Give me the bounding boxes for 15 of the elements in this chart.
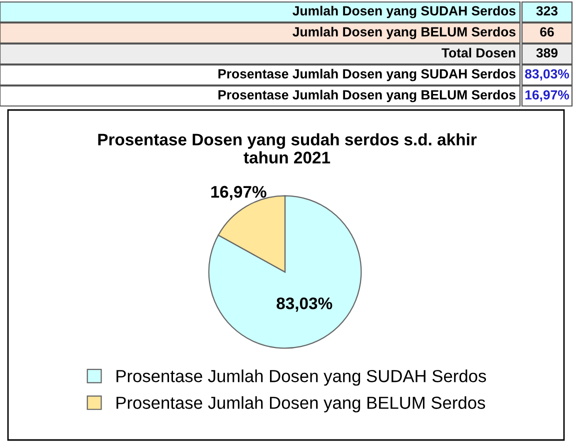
text: 66 [540,27,554,37]
text: Prosentase Jumlah Dosen yang SUDAH Serdos [218,68,516,82]
legend-label: Prosentase Jumlah Dosen yang SUDAH Serdos [116,370,486,386]
text: Jumlah Dosen yang SUDAH Serdos [292,6,516,18]
data-label: 83,03% [276,297,332,312]
chart-title: Prosentase Dosen yang sudah serdos s.d. akhir tahun 2021 [98,133,477,164]
text: 323 [536,6,558,16]
text: Jumlah Dosen yang BELUM Serdos [292,26,516,40]
text: 83,03% [525,69,570,80]
text: 16,97% [525,90,570,102]
text: 389 [536,48,558,58]
text: Total Dosen [442,48,516,58]
legend-label: Prosentase Jumlah Dosen yang BELUM Serdos [116,396,486,412]
data-label: 16,97% [211,186,266,200]
text: Prosentase Jumlah Dosen yang BELUM Serdos [218,90,516,102]
